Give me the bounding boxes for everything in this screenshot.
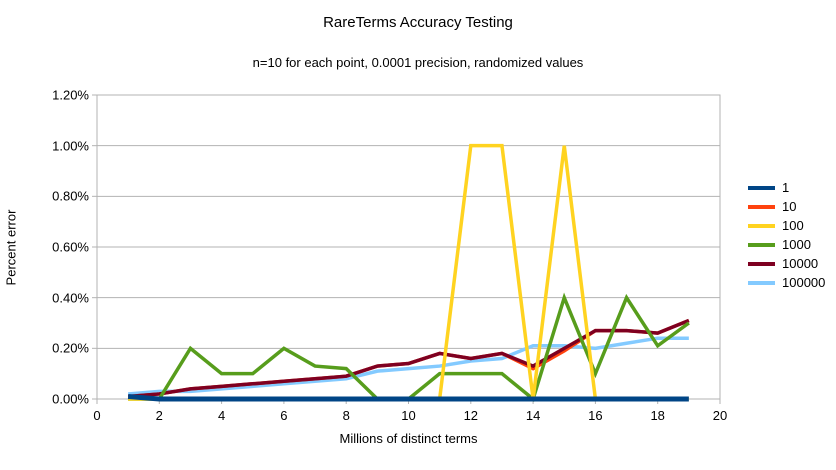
legend-item-100: 100 [748, 216, 825, 235]
y-tick-label: 0.00% [52, 391, 89, 407]
x-tick-label: 10 [401, 408, 416, 423]
y-tick-label: 0.60% [52, 239, 89, 255]
legend-label: 100 [782, 218, 804, 233]
legend-item-10000: 10000 [748, 254, 825, 273]
series-line-100 [128, 143, 689, 401]
x-tick-label: 12 [463, 408, 479, 423]
legend-swatch-10000 [748, 261, 775, 266]
legend: 1 10 100 1000 10000 100000 [748, 178, 825, 292]
x-tick-label: 2 [155, 408, 163, 423]
y-tick-label: 1.00% [52, 138, 89, 154]
x-tick-label: 4 [217, 408, 226, 423]
y-axis-title: Percent error [3, 209, 19, 286]
legend-swatch-1 [748, 185, 775, 190]
legend-item-1: 1 [748, 178, 825, 197]
legend-item-1000: 1000 [748, 235, 825, 254]
legend-label: 1 [782, 180, 790, 195]
chart-subtitle: n=10 for each point, 0.0001 precision, r… [252, 55, 584, 70]
legend-item-100000: 100000 [748, 273, 825, 292]
x-tick-label: 18 [650, 408, 665, 423]
x-tick-label: 16 [588, 408, 603, 423]
y-tick-label: 1.20% [52, 87, 89, 103]
y-tick-label: 0.40% [52, 290, 89, 306]
legend-label: 10 [782, 199, 797, 214]
legend-label: 10000 [782, 256, 819, 271]
legend-label: 100000 [782, 275, 826, 290]
series-line-10000 [128, 318, 690, 399]
x-tick-label: 8 [342, 408, 350, 423]
legend-swatch-100000 [748, 280, 775, 285]
legend-swatch-10 [748, 204, 775, 209]
legend-item-10: 10 [748, 197, 825, 216]
series-line-100000 [128, 336, 689, 396]
x-tick-label: 14 [525, 408, 541, 423]
y-tick-label: 0.80% [52, 188, 89, 204]
x-tick-label: 20 [712, 408, 728, 423]
series-line-1 [127, 393, 689, 402]
x-tick-label: 0 [93, 408, 101, 423]
x-tick-label: 6 [280, 408, 288, 423]
legend-swatch-1000 [748, 242, 775, 247]
chart-title: RareTerms Accuracy Testing [323, 14, 513, 31]
y-tick-label: 0.20% [52, 340, 89, 356]
legend-swatch-100 [748, 223, 775, 228]
legend-label: 1000 [782, 237, 811, 252]
x-axis-title: Millions of distinct terms [339, 431, 478, 446]
